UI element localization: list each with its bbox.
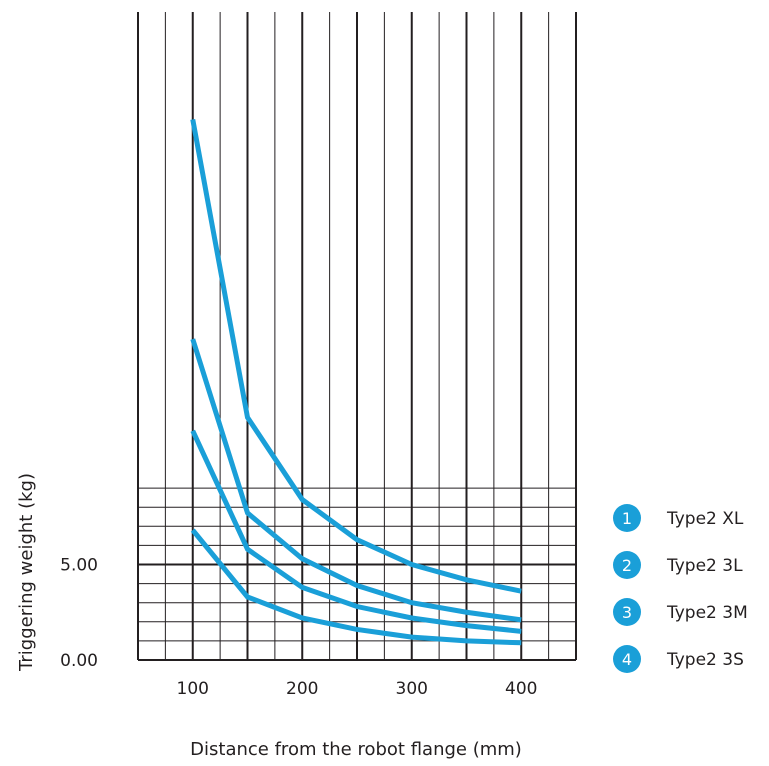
legend-label: Type2 3L <box>666 556 743 576</box>
y-tick-label: 5.00 <box>60 556 98 576</box>
x-tick-label: 200 <box>286 679 318 699</box>
tick-labels: 100 200 300 400 5.00 0.00 <box>60 556 537 700</box>
y-axis-title: Triggering weight (kg) <box>16 473 37 672</box>
series-line <box>190 528 522 646</box>
legend-number: 2 <box>622 556 632 575</box>
legend-number: 1 <box>622 509 632 528</box>
x-axis-title: Distance from the robot flange (mm) <box>190 739 522 760</box>
grid <box>137 12 577 661</box>
series-line <box>190 429 522 634</box>
series-line <box>190 119 522 594</box>
legend-badge <box>613 645 641 673</box>
legend-number: 4 <box>622 650 632 669</box>
legend-badge <box>613 551 641 579</box>
legend-number: 3 <box>622 603 632 622</box>
legend-label: Type2 XL <box>666 509 744 529</box>
legend: 1 Type2 XL 2 Type2 3L 3 Type2 3M 4 Type2 3S <box>613 504 748 673</box>
x-tick-label: 100 <box>177 679 209 699</box>
plot-area <box>190 119 522 646</box>
series-line <box>190 338 522 623</box>
y-tick-label: 0.00 <box>60 651 98 671</box>
legend-badge <box>613 598 641 626</box>
legend-label: Type2 3S <box>666 650 744 670</box>
x-tick-label: 300 <box>396 679 428 699</box>
legend-badge <box>613 504 641 532</box>
legend-label: Type2 3M <box>666 603 748 623</box>
x-tick-label: 400 <box>505 679 537 699</box>
